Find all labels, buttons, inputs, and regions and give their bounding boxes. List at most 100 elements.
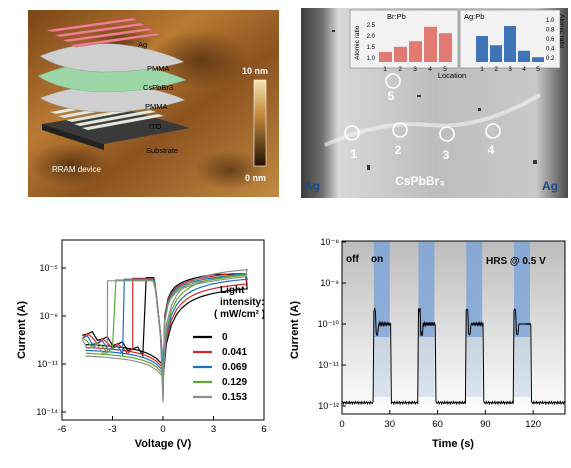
- legend-title-line3: ( mW/cm² ): [214, 309, 265, 320]
- inset-right-ylabel: Atomic ratio: [558, 14, 565, 49]
- inset-left-ytick: 1.5: [367, 45, 376, 51]
- inset-right-bar: [518, 50, 530, 62]
- panel-b: Ag Ag CsPbBr₃ 1 2 3 4 5 Br:Pb Atomic ratio 1…: [301, 8, 568, 198]
- inset-right-ytick: 0.2: [546, 56, 555, 62]
- sem-point-circle-1: [344, 125, 360, 141]
- light-on-pulse: [418, 242, 435, 337]
- inset-left-bar: [424, 26, 437, 62]
- iv-series-0.153: [81, 268, 248, 403]
- sem-point-circle-3: [439, 126, 455, 142]
- inset-left-bar: [379, 52, 392, 62]
- layer-label-ag: Ag: [138, 40, 147, 49]
- inset-right-bar: [476, 36, 488, 62]
- iv-series-0.041: [81, 273, 248, 393]
- inset-right-ytick: 0.8: [546, 28, 555, 34]
- inset-right-xtick: 5: [536, 66, 540, 73]
- inset-left-bar: [409, 41, 422, 62]
- iv-ytick-label: 10⁻¹⁴: [36, 407, 58, 417]
- time-ticks: 0 30 60 90 120 10⁻¹² 10⁻¹¹ 10⁻¹⁰ 10⁻⁹ 10⁻⁸: [318, 237, 541, 430]
- light-on-pulse-fade: [514, 337, 530, 397]
- iv-ytick-label: 10⁻⁸: [39, 311, 58, 321]
- iv-curves: [81, 268, 248, 403]
- light-on-pulse-fade: [418, 337, 435, 397]
- inset-right-xtick: 3: [508, 66, 512, 73]
- iv-xtick-label: 6: [261, 424, 266, 435]
- light-on-pulse: [466, 242, 483, 337]
- inset-left-bars: [379, 26, 452, 62]
- time-xlabel: Time (s): [432, 438, 474, 450]
- panel-c: -6 -3 0 3 6 10⁻¹⁴ 10⁻¹¹ 10⁻⁸ 10⁻⁵ Voltage (V) Cu…: [16, 239, 267, 450]
- time-xtick-label: 0: [339, 419, 344, 430]
- light-on-pulse-fade: [373, 337, 390, 397]
- sem-ag-right: Ag: [542, 179, 558, 193]
- time-ytick-label: 10⁻⁹: [320, 278, 339, 288]
- inset-left-xtick: 1: [383, 66, 387, 73]
- sem-point-markers: 1 2 3 4 5: [344, 73, 501, 162]
- inset-right-bars: [476, 26, 544, 62]
- sem-point-circle-4: [485, 123, 501, 139]
- sem-point-label-3: 3: [443, 148, 450, 162]
- light-on-pulse: [373, 242, 390, 337]
- iv-xtick-label: -6: [58, 424, 66, 435]
- time-xtick-label: 90: [480, 419, 491, 430]
- light-on-pulse-fade: [466, 337, 483, 397]
- layer-label-pmma-top: PMMA: [147, 64, 170, 73]
- inset-right-xtick: 2: [494, 66, 498, 73]
- inset-right-xtick: 4: [522, 66, 526, 73]
- sem-point-circle-2: [392, 122, 408, 138]
- sem-ag-left: Ag: [304, 179, 320, 193]
- inset-right-ytick: 1.0: [546, 18, 555, 24]
- time-xtick-label: 120: [525, 419, 541, 430]
- legend-title-line2: intensity:: [220, 297, 264, 308]
- layer-label-pmma-bottom: PMMA: [145, 102, 168, 111]
- layer-label-cspbbr3: CsPbBr3: [143, 83, 173, 92]
- inset-xticks: 1 1 2 2 3 3 4 4 5 5: [383, 66, 540, 73]
- sem-point-label-5: 5: [388, 89, 395, 103]
- off-label: off: [346, 254, 359, 265]
- inset-right-yticks: 0.2 0.4 0.6 0.8 1.0: [546, 18, 555, 62]
- iv-xtick-label: 0: [160, 424, 165, 435]
- panel-a: 10 nm 0 nm: [28, 10, 279, 197]
- iv-ylabel: Current (A): [16, 301, 28, 359]
- time-xtick-label: 30: [384, 419, 395, 430]
- iv-ticks: -6 -3 0 3 6 10⁻¹⁴ 10⁻¹¹ 10⁻⁸ 10⁻⁵: [36, 263, 266, 435]
- iv-xtick-label: 3: [211, 424, 216, 435]
- afm-scale-bar: [253, 79, 267, 167]
- layer-label-ito: ITO: [149, 122, 162, 131]
- iv-series-0.069: [81, 272, 248, 397]
- hrs-annotation: HRS @ 0.5 V: [486, 256, 546, 267]
- inset-left-ytick: 1.0: [367, 56, 376, 62]
- time-ytick-label: 10⁻¹¹: [318, 360, 339, 370]
- inset-right-bar: [532, 57, 544, 62]
- iv-ytick-label: 10⁻¹¹: [37, 359, 58, 369]
- scale-top-label: 10 nm: [242, 66, 268, 76]
- legend-title-line1: Light: [220, 285, 245, 296]
- iv-ytick-label: 10⁻⁵: [40, 263, 59, 273]
- iv-legend-label: 0.153: [222, 392, 247, 403]
- sem-point-label-1: 1: [351, 147, 358, 161]
- on-label: on: [371, 254, 383, 265]
- scale-bottom-label: 0 nm: [245, 173, 266, 183]
- inset-ag-pb: Ag:Pb Atomic ratio 0.2 0.4 0.6 0.8 1.0: [459, 9, 565, 69]
- iv-legend-label: 0.041: [222, 347, 247, 358]
- iv-legend-label: 0: [222, 332, 228, 343]
- time-ytick-label: 10⁻⁸: [320, 237, 339, 247]
- sem-center-label: CsPbBr₃: [395, 174, 445, 188]
- device-stack: [37, 17, 190, 150]
- time-xtick-label: 60: [432, 419, 443, 430]
- inset-right-title: Ag:Pb: [464, 12, 484, 21]
- inset-xlabel: Location: [438, 71, 466, 80]
- device-label: RRAM device: [52, 165, 101, 174]
- time-current-trace: [341, 307, 566, 406]
- time-ytick-label: 10⁻¹⁰: [318, 319, 340, 329]
- inset-left-yticks: 1.0 1.5 2.0 2.5: [367, 23, 376, 62]
- inset-left-ylabel: Atomic ratio: [354, 25, 361, 60]
- iv-legend: Light intensity: ( mW/cm² ) 0 0.041 0.069 0…: [193, 285, 265, 403]
- inset-left-xtick: 3: [413, 66, 417, 73]
- time-ylabel: Current (A): [289, 301, 301, 359]
- inset-left-title: Br:Pb: [387, 12, 406, 21]
- inset-right-bar: [504, 26, 516, 62]
- inset-right-bar: [490, 45, 502, 62]
- panel-d: 0 30 60 90 120 10⁻¹² 10⁻¹¹ 10⁻¹⁰ 10⁻⁹ 10⁻⁸ off on…: [289, 237, 566, 450]
- inset-left-xtick: 5: [443, 66, 447, 73]
